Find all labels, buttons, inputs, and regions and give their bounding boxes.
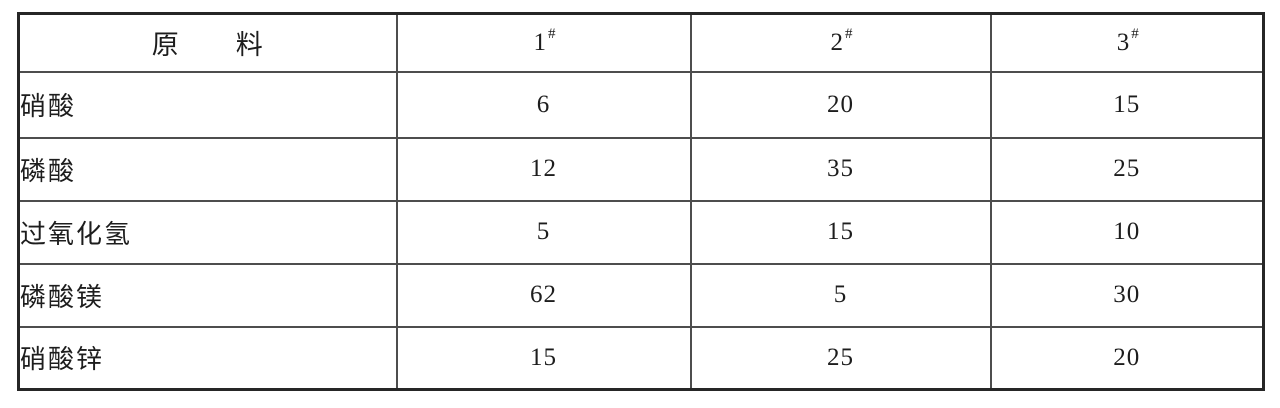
header-row: 原 料 1 # 2 # 3 # [17,12,1265,73]
ingredients-table: 原 料 1 # 2 # 3 # 硝酸 6 20 15 磷酸 12 35 25 过氧化氢… [17,12,1265,391]
hash-superscript: # [548,26,556,43]
row-label-cell: 硝酸锌 [17,325,398,391]
header-sample-2: 2 # [689,12,992,73]
row-label-cell: 磷酸 [17,136,398,202]
table-row-zinc-nitrate: 硝酸锌 15 25 20 [17,325,1265,391]
row-label-cell: 硝酸 [17,70,398,139]
table-body: 硝酸 6 20 15 磷酸 12 35 25 过氧化氢 5 15 10 磷酸镁 … [17,70,1265,391]
row-label-cell: 过氧化氢 [17,199,398,265]
value-cell: 5 [689,262,992,328]
hash-superscript: # [845,26,853,43]
value-cell: 30 [989,262,1265,328]
document-page: 原 料 1 # 2 # 3 # 硝酸 6 20 15 磷酸 12 35 25 过氧化氢… [17,12,1265,391]
row-label-cell: 磷酸镁 [17,262,398,328]
value-cell: 15 [989,70,1265,139]
value-cell: 15 [689,199,992,265]
value-cell: 10 [989,199,1265,265]
sample-number: 1 [533,28,547,56]
hash-superscript: # [1131,26,1139,43]
table-row-magnesium-phosphate: 磷酸镁 62 5 30 [17,262,1265,328]
table-row-phosphoric-acid: 磷酸 12 35 25 [17,136,1265,202]
header-sample-1: 1 # [395,12,692,73]
value-cell: 25 [689,325,992,391]
header-sample-3: 3 # [989,12,1265,73]
value-cell: 20 [689,70,992,139]
sample-number: 3 [1116,28,1130,56]
table-row-hydrogen-peroxide: 过氧化氢 5 15 10 [17,199,1265,265]
value-cell: 5 [395,199,692,265]
value-cell: 25 [989,136,1265,202]
value-cell: 20 [989,325,1265,391]
value-cell: 6 [395,70,692,139]
table-header: 原 料 1 # 2 # 3 # [17,12,1265,73]
table-row-nitric-acid: 硝酸 6 20 15 [17,70,1265,139]
header-raw-material: 原 料 [17,12,398,73]
sample-number: 2 [830,28,844,56]
value-cell: 62 [395,262,692,328]
value-cell: 12 [395,136,692,202]
value-cell: 15 [395,325,692,391]
value-cell: 35 [689,136,992,202]
